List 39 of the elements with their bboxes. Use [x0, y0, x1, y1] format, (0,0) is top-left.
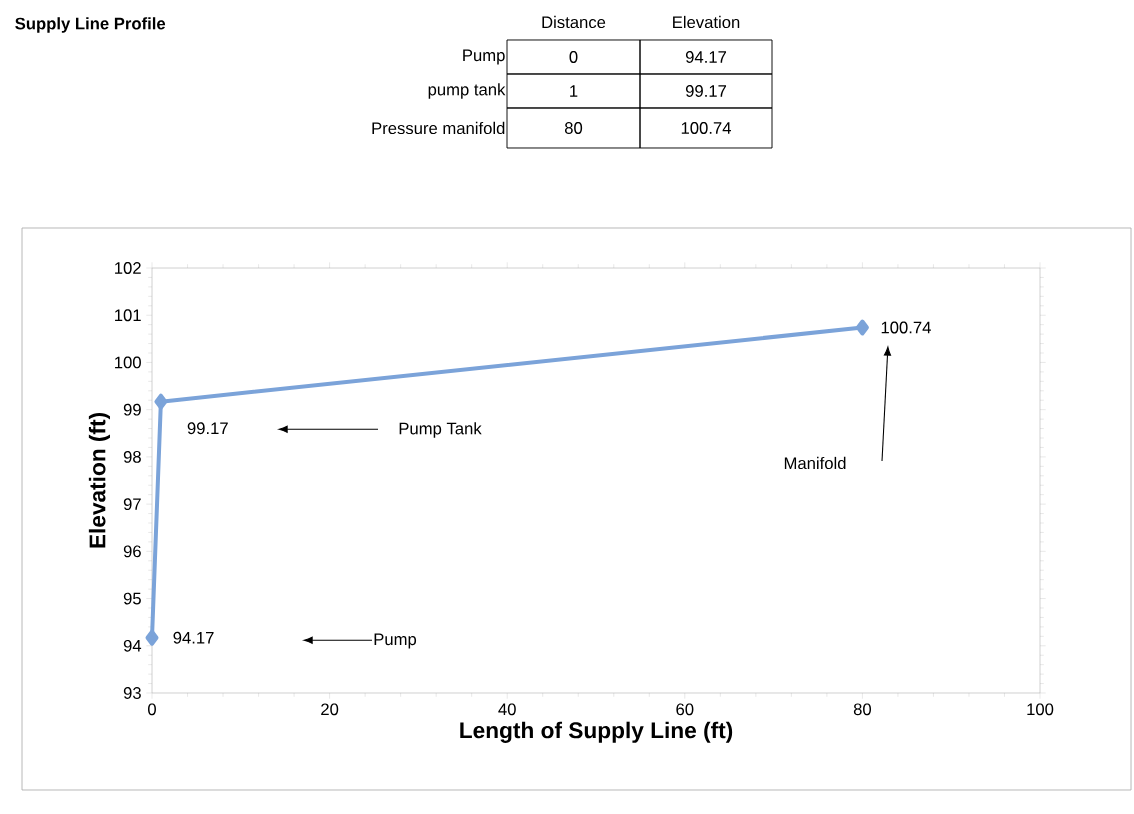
data-label: 94.17 [173, 631, 214, 644]
y-tick-label: 101 [115, 309, 141, 322]
y-axis-title: Elevation (ft) [88, 413, 110, 548]
data-label: 99.17 [187, 422, 228, 435]
x-tick-label: 20 [321, 703, 339, 716]
x-tick-label: 0 [148, 703, 156, 716]
x-axis-title: Length of Supply Line (ft) [460, 721, 733, 743]
y-tick-label: 96 [123, 545, 141, 558]
text: Pump [463, 49, 505, 65]
point [154, 393, 168, 410]
y-tick-label: 102 [115, 262, 141, 274]
y-tick-label: 97 [123, 498, 141, 511]
x-tick-label: 60 [676, 703, 694, 716]
x-tick-label: 80 [853, 703, 872, 716]
point [855, 319, 869, 336]
chart-title: Supply Line Profile [15, 17, 166, 33]
point [145, 629, 159, 646]
y-tick-label: 98 [123, 451, 141, 463]
y-tick-label: 94 [123, 639, 142, 652]
text: Pressure manifold [372, 121, 505, 135]
text: 80 [564, 122, 583, 134]
text: 0 [569, 51, 578, 63]
text: 100.74 [681, 122, 732, 134]
text: Distance [542, 15, 606, 29]
annotation: Manifold [784, 456, 846, 470]
y-tick-label: 100 [115, 356, 141, 369]
x-tick-label: 100 [1027, 703, 1054, 716]
text: Elevation [673, 15, 740, 29]
y-tick-label: 95 [123, 592, 141, 605]
y-tick-label: 93 [123, 687, 141, 699]
data-label: 100.74 [881, 321, 931, 334]
text: 99.17 [685, 85, 727, 97]
y-tick-label: 99 [123, 403, 141, 416]
annotation: Pump [374, 633, 417, 649]
text: pump tank [428, 83, 506, 99]
annotation: Pump Tank [399, 422, 482, 438]
text: 1 [570, 85, 578, 97]
x-tick-label: 40 [498, 703, 516, 716]
text: 94.17 [685, 51, 727, 63]
